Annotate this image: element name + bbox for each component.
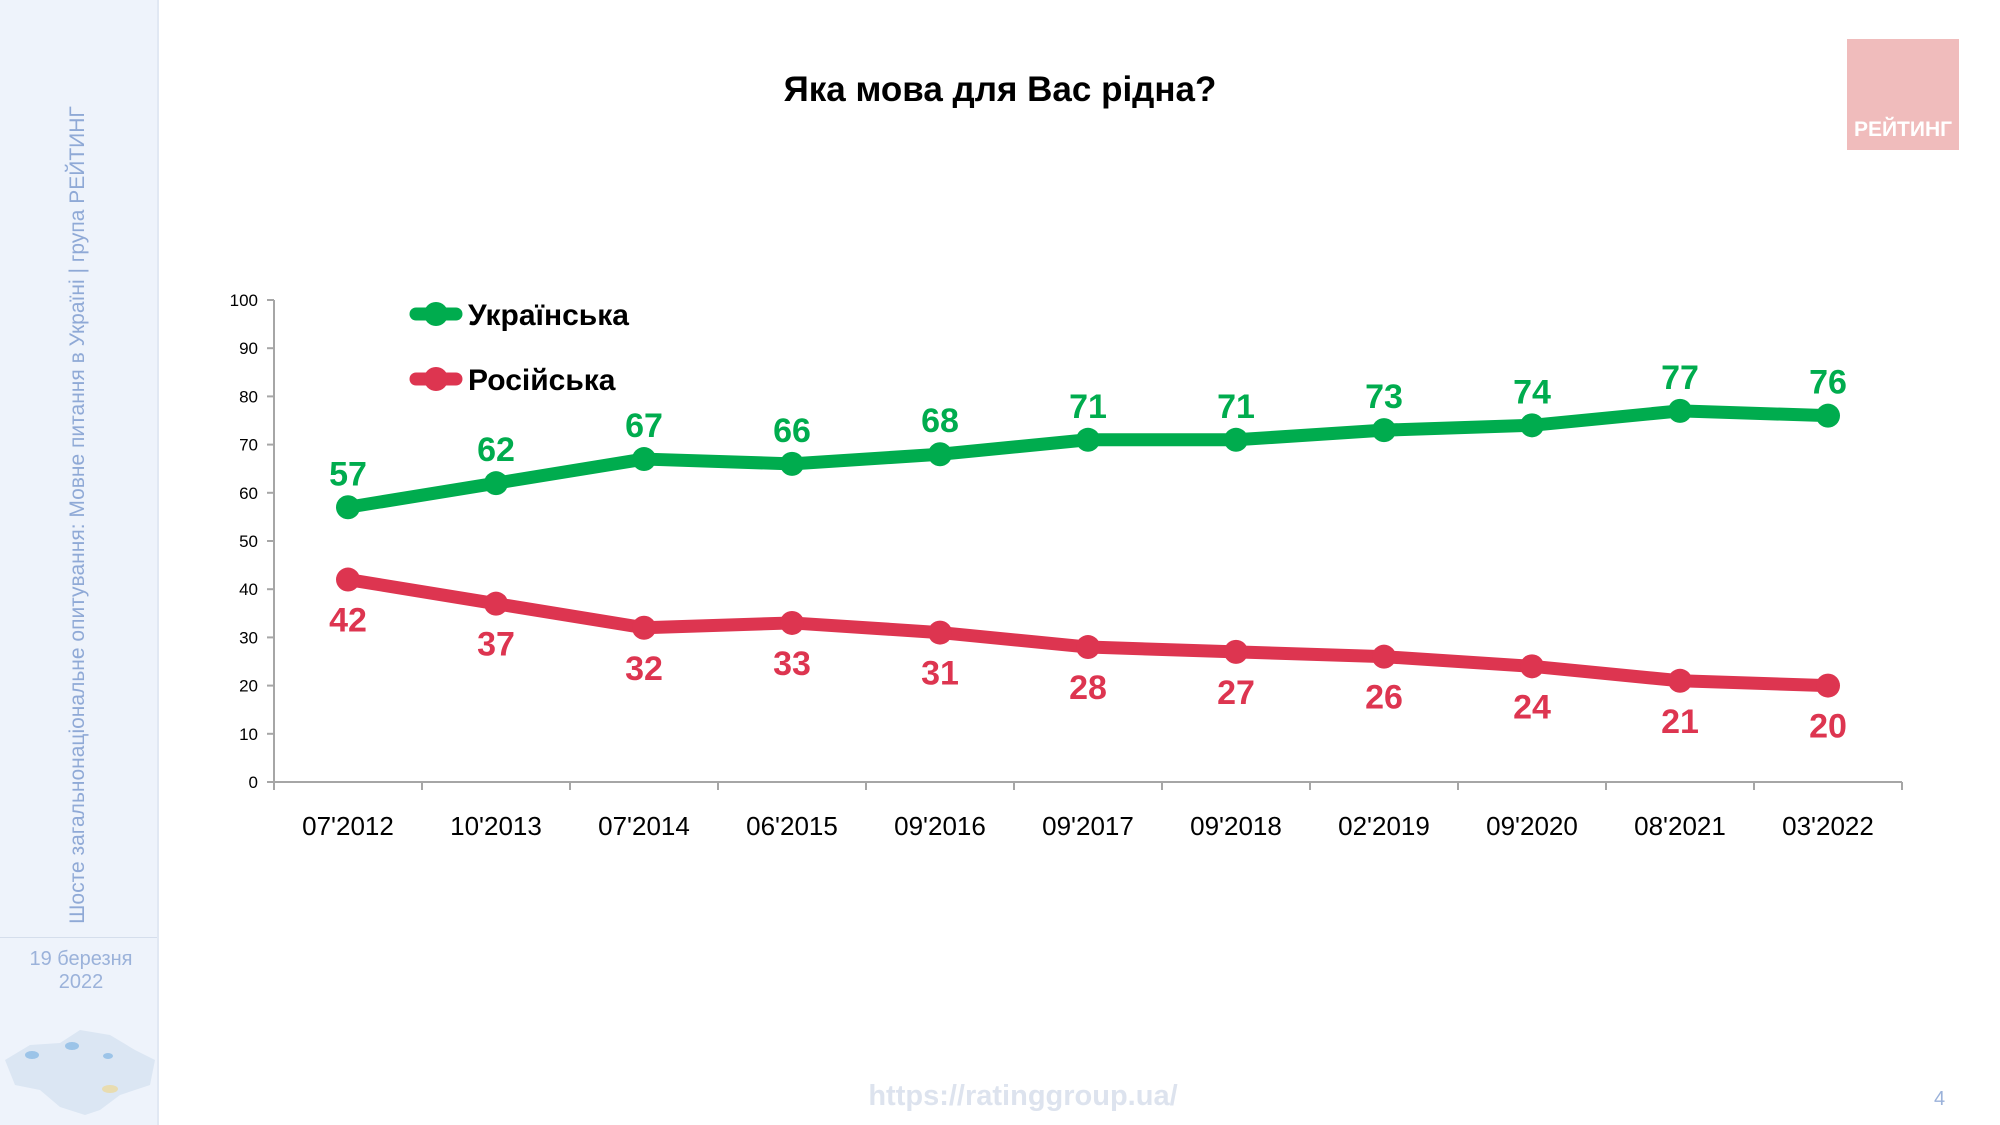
data-label: 33 [773,645,811,683]
data-point [336,495,360,520]
y-tick-label: 0 [249,773,258,792]
data-label: 32 [625,650,663,688]
sidebar-date: 19 березня 2022 [0,948,162,994]
data-point [336,567,360,592]
data-point [928,442,952,467]
footer-url[interactable]: https://ratinggroup.ua/ [868,1080,1178,1112]
data-label: 62 [477,431,515,469]
legend-label: Українська [468,299,629,332]
x-tick-label: 06'2015 [746,811,838,841]
x-tick-label: 07'2012 [302,811,394,841]
data-label: 31 [921,655,959,693]
data-point [1816,673,1840,698]
data-point [1372,418,1396,443]
x-tick-label: 03'2022 [1782,811,1874,841]
data-point [1372,644,1396,669]
data-point [632,447,656,472]
ukraine-map-icon [5,1030,155,1115]
y-tick-label: 40 [239,580,258,599]
y-tick-label: 20 [239,677,258,696]
data-point [1076,635,1100,660]
y-tick-label: 70 [239,436,258,455]
date-day-month: 19 березня [29,948,133,970]
data-label: 37 [477,626,515,664]
x-tick-label: 09'2020 [1486,811,1578,841]
data-point [632,615,656,640]
data-point [928,620,952,645]
data-label: 74 [1513,373,1551,411]
data-point [1816,403,1840,428]
page-number: 4 [1934,1088,1946,1110]
data-point [1520,654,1544,679]
data-label: 28 [1069,669,1107,707]
y-tick-label: 100 [230,291,258,310]
legend-swatch-marker [424,302,448,326]
data-label: 68 [921,402,959,440]
data-point [484,591,508,616]
data-point [780,451,804,476]
x-tick-label: 09'2016 [894,811,986,841]
data-point [780,610,804,635]
data-label: 24 [1513,688,1551,726]
y-tick-label: 30 [239,628,258,647]
data-point [484,471,508,496]
date-year: 2022 [58,971,104,993]
data-label: 21 [1661,703,1699,741]
data-label: 20 [1809,708,1847,746]
data-point [1224,639,1248,664]
x-tick-label: 02'2019 [1338,811,1430,841]
sidebar-divider [0,937,157,938]
x-tick-label: 07'2014 [598,811,690,841]
data-label: 66 [773,412,811,450]
y-tick-label: 50 [239,532,258,551]
data-label: 57 [329,455,367,493]
data-point [1520,413,1544,438]
data-point [1224,427,1248,452]
x-tick-label: 08'2021 [1634,811,1726,841]
logo-text: РЕЙТИНГ [1853,118,1953,141]
data-label: 76 [1809,364,1847,402]
chart-title: Яка мова для Вас рідна? [783,70,1217,109]
legend-label: Російська [468,364,616,397]
x-tick-label: 10'2013 [450,811,542,841]
x-tick-label: 09'2017 [1042,811,1134,841]
data-point [1076,427,1100,452]
legend-swatch-marker [424,367,448,391]
data-point [1668,668,1692,693]
x-tick-label: 09'2018 [1190,811,1282,841]
data-point [1668,398,1692,423]
rating-logo: РЕЙТИНГ [1847,39,1959,150]
data-label: 77 [1661,359,1699,397]
y-tick-label: 10 [239,725,258,744]
data-label: 42 [329,602,367,640]
data-label: 71 [1069,388,1107,426]
data-label: 26 [1365,679,1403,717]
sidebar: Шосте загальнонаціональне опитування: Мо… [0,0,159,1125]
y-tick-label: 90 [239,339,258,358]
data-label: 71 [1217,388,1255,426]
y-tick-label: 60 [239,484,258,503]
data-label: 73 [1365,378,1403,416]
data-label: 67 [625,407,663,445]
y-tick-label: 80 [239,387,258,406]
data-label: 27 [1217,674,1255,712]
